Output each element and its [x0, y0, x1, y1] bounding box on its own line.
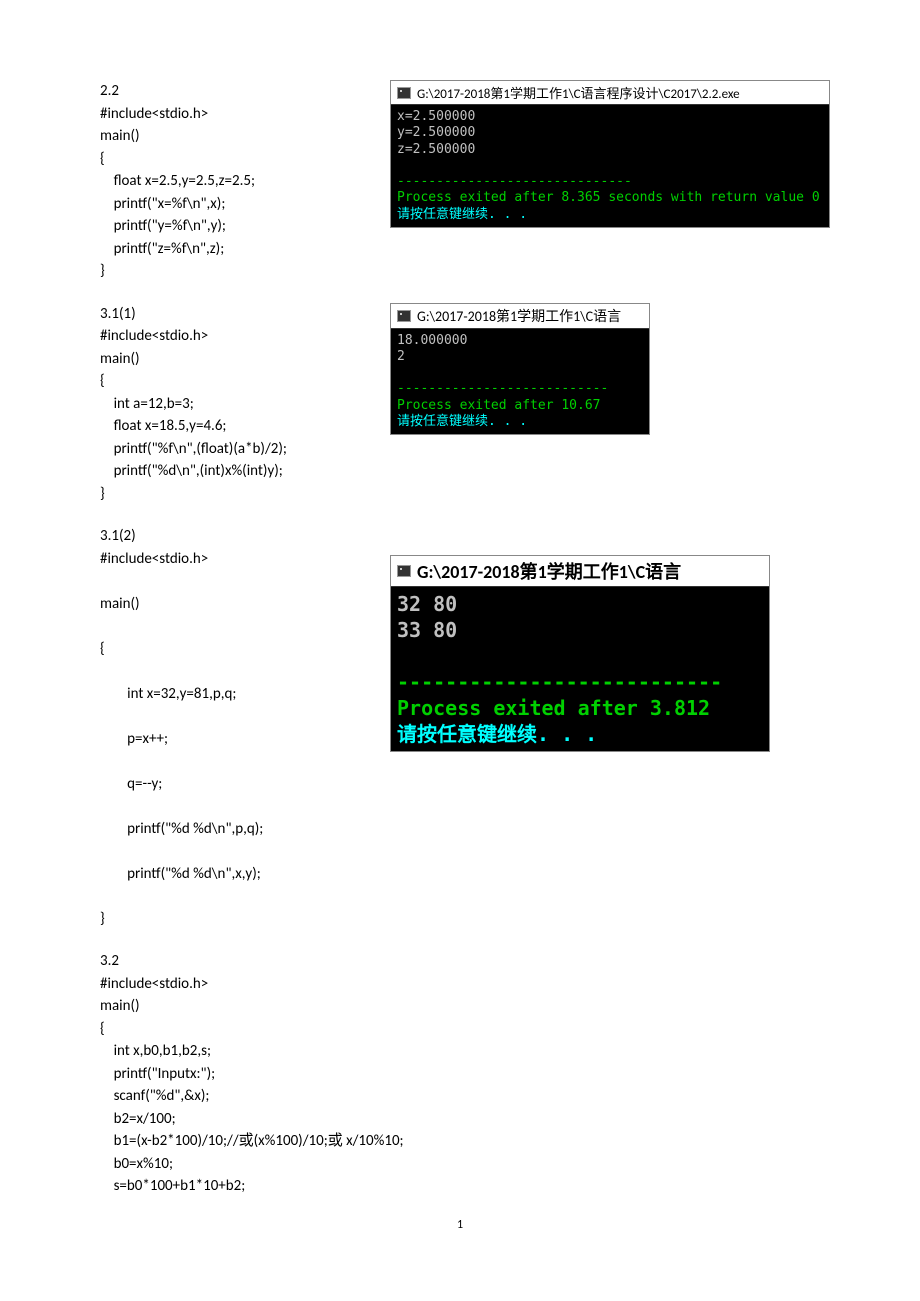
console-icon	[397, 565, 411, 577]
console-output-2-2: G:\2017-2018第1学期工作1\C语言程序设计\C2017\2.2.ex…	[390, 80, 830, 228]
console-output-3-1-2: G:\2017-2018第1学期工作1\C语言 32 80 33 80 ----…	[390, 555, 770, 752]
output-sep: ---------------------------	[397, 381, 608, 396]
console-title-text: G:\2017-2018第1学期工作1\C语言程序设计\C2017\2.2.ex…	[417, 83, 740, 102]
console-titlebar: G:\2017-2018第1学期工作1\C语言	[391, 304, 649, 329]
section-3-2: 3.2 #include<stdio.h> main() { int x,b0,…	[100, 950, 820, 1198]
code-block-3-2: 3.2 #include<stdio.h> main() { int x,b0,…	[100, 950, 820, 1198]
console-titlebar: G:\2017-2018第1学期工作1\C语言	[391, 556, 769, 587]
output-line: y=2.500000	[397, 125, 475, 140]
section-3-1-1: 3.1(1) #include<stdio.h> main() { int a=…	[100, 303, 820, 506]
output-line: x=2.500000	[397, 109, 475, 124]
output-line: 2	[397, 349, 405, 364]
code-text: #include<stdio.h> main() { int x=32,y=81…	[100, 550, 263, 928]
output-line: 请按任意键继续. . .	[397, 722, 597, 746]
section-title: 3.1(1)	[100, 305, 136, 323]
output-line: 请按任意键继续. . .	[397, 207, 527, 222]
console-title-text: G:\2017-2018第1学期工作1\C语言	[417, 306, 621, 326]
code-block-3-1-2: 3.1(2) #include<stdio.h> main() { int x=…	[100, 525, 380, 930]
output-line: 33 80	[397, 618, 457, 642]
output-sep: ------------------------------	[397, 174, 632, 189]
code-text: #include<stdio.h> main() { float x=2.5,y…	[100, 105, 255, 281]
output-line: 32 80	[397, 592, 457, 616]
output-line: Process exited after 3.812	[397, 696, 710, 720]
output-sep: ---------------------------	[397, 670, 722, 694]
console-title-text: G:\2017-2018第1学期工作1\C语言	[417, 558, 681, 584]
section-2-2: 2.2 #include<stdio.h> main() { float x=2…	[100, 80, 820, 283]
console-icon	[397, 310, 411, 322]
section-title: 3.2	[100, 952, 119, 970]
section-title: 3.1(2)	[100, 527, 136, 545]
console-body: 18.000000 2 --------------------------- …	[391, 329, 649, 435]
console-body: 32 80 33 80 --------------------------- …	[391, 587, 769, 751]
output-line: z=2.500000	[397, 142, 475, 157]
section-3-1-2: 3.1(2) #include<stdio.h> main() { int x=…	[100, 525, 820, 930]
output-line: 请按任意键继续. . .	[397, 414, 527, 429]
output-line: Process exited after 8.365 seconds with …	[397, 190, 820, 205]
code-block-3-1-1: 3.1(1) #include<stdio.h> main() { int a=…	[100, 303, 380, 506]
console-output-3-1-1: G:\2017-2018第1学期工作1\C语言 18.000000 2 ----…	[390, 303, 650, 436]
console-icon	[397, 87, 411, 99]
console-titlebar: G:\2017-2018第1学期工作1\C语言程序设计\C2017\2.2.ex…	[391, 81, 829, 105]
code-block-2-2: 2.2 #include<stdio.h> main() { float x=2…	[100, 80, 380, 283]
section-title: 2.2	[100, 82, 119, 100]
console-body: x=2.500000 y=2.500000 z=2.500000 -------…	[391, 105, 829, 227]
page-number: 1	[100, 1218, 820, 1232]
output-line: Process exited after 10.67	[397, 398, 601, 413]
output-line: 18.000000	[397, 333, 467, 348]
code-text: #include<stdio.h> main() { int x,b0,b1,b…	[100, 975, 404, 1196]
code-text: #include<stdio.h> main() { int a=12,b=3;…	[100, 327, 287, 503]
